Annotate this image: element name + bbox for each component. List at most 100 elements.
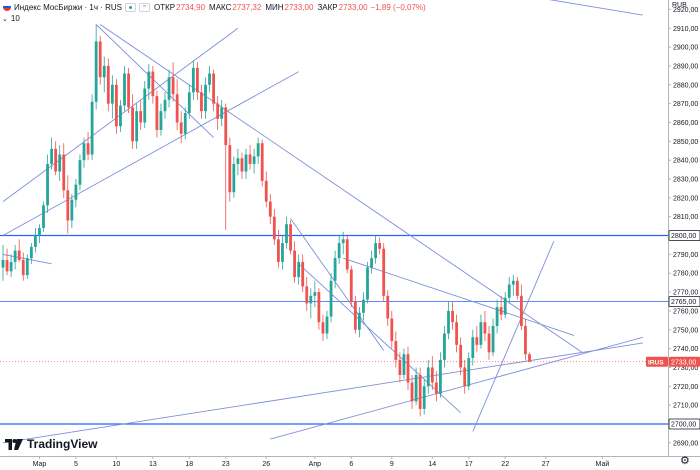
candle-body[interactable] (309, 295, 313, 304)
candle-body[interactable] (94, 41, 98, 102)
candle-body[interactable] (151, 71, 155, 97)
candle-body[interactable] (321, 322, 325, 334)
candle-body[interactable] (313, 292, 317, 296)
candle-body[interactable] (301, 261, 305, 287)
candle-body[interactable] (459, 344, 463, 368)
candle-body[interactable] (345, 239, 349, 270)
candle-body[interactable] (426, 367, 430, 387)
gear-icon[interactable]: ⚙ (680, 455, 690, 467)
trendline[interactable] (343, 257, 575, 336)
candle-body[interactable] (390, 318, 394, 342)
candle-body[interactable] (147, 71, 151, 89)
candle-body[interactable] (378, 243, 382, 249)
candle-body[interactable] (70, 199, 74, 221)
candle-body[interactable] (252, 156, 256, 164)
candle-body[interactable] (451, 310, 454, 323)
tradingview-logo[interactable]: TradingView (5, 437, 97, 451)
candle-body[interactable] (21, 260, 25, 276)
candle-body[interactable] (515, 280, 519, 296)
candle-body[interactable] (495, 307, 499, 326)
candle-body[interactable] (333, 258, 337, 281)
symbol-title[interactable]: Индекс МосБиржи · 1ч · RUS (14, 2, 123, 12)
candle-body[interactable] (386, 295, 390, 319)
candle-body[interactable] (524, 325, 527, 355)
candle-body[interactable] (98, 41, 102, 78)
candle-body[interactable] (511, 280, 515, 285)
candle-body[interactable] (208, 73, 211, 85)
trendline[interactable] (99, 24, 583, 353)
candle-body[interactable] (78, 160, 82, 185)
candle-body[interactable] (362, 299, 365, 313)
trendline[interactable] (290, 218, 385, 351)
candle-body[interactable] (119, 105, 122, 127)
candle-body[interactable] (191, 67, 195, 93)
candle-body[interactable] (66, 190, 70, 221)
candle-body[interactable] (260, 143, 264, 181)
candle-body[interactable] (90, 101, 94, 155)
candle-body[interactable] (196, 67, 199, 93)
candle-body[interactable] (443, 333, 446, 360)
candle-body[interactable] (1, 260, 5, 268)
candle-body[interactable] (382, 248, 386, 296)
candle-body[interactable] (248, 154, 252, 164)
candle-body[interactable] (410, 382, 414, 402)
candle-body[interactable] (293, 250, 296, 277)
candle-body[interactable] (175, 94, 179, 123)
trendline[interactable] (2, 342, 643, 444)
candle-body[interactable] (232, 163, 236, 193)
candle-body[interactable] (349, 269, 353, 302)
candle-body[interactable] (402, 354, 406, 375)
candle-body[interactable] (123, 73, 126, 106)
candle-body[interactable] (285, 224, 288, 244)
candle-body[interactable] (305, 286, 309, 304)
candle-body[interactable] (135, 111, 139, 142)
candle-body[interactable] (479, 322, 483, 345)
candle-body[interactable] (34, 235, 37, 247)
candle-body[interactable] (528, 354, 531, 362)
trendline[interactable] (517, 0, 643, 16)
candle-body[interactable] (5, 260, 9, 272)
candle-body[interactable] (240, 158, 244, 172)
candle-body[interactable] (520, 295, 523, 326)
candle-body[interactable] (487, 333, 491, 353)
candle-body[interactable] (139, 111, 143, 123)
candle-body[interactable] (62, 154, 66, 191)
candle-body[interactable] (374, 243, 377, 259)
candle-body[interactable] (434, 382, 438, 394)
candle-body[interactable] (106, 65, 110, 104)
candle-body[interactable] (277, 239, 280, 262)
candle-body[interactable] (163, 99, 167, 112)
candle-body[interactable] (272, 216, 276, 240)
candle-body[interactable] (455, 322, 458, 345)
indicator-legend[interactable]: ⌄ 10 (2, 14, 20, 23)
candle-body[interactable] (471, 337, 475, 359)
candle-body[interactable] (127, 73, 130, 108)
candle-body[interactable] (46, 163, 49, 206)
candle-body[interactable] (491, 325, 495, 353)
candle-body[interactable] (406, 354, 410, 383)
candle-body[interactable] (422, 386, 426, 409)
candle-body[interactable] (159, 111, 163, 131)
trendline[interactable] (95, 24, 214, 138)
candle-body[interactable] (155, 96, 159, 131)
candle-body[interactable] (224, 107, 228, 146)
candle-body[interactable] (317, 292, 321, 323)
candle-body[interactable] (228, 145, 232, 193)
candle-body[interactable] (447, 310, 450, 334)
candle-body[interactable] (483, 322, 487, 334)
candle-body[interactable] (82, 143, 86, 161)
candle-body[interactable] (289, 224, 292, 251)
candle-body[interactable] (264, 180, 268, 202)
candle-body[interactable] (507, 284, 511, 298)
trendline[interactable] (2, 71, 299, 236)
candle-body[interactable] (74, 184, 78, 200)
currency-label[interactable]: RUB (672, 2, 687, 9)
candle-body[interactable] (370, 258, 373, 268)
candle-body[interactable] (337, 243, 341, 259)
candle-body[interactable] (179, 122, 183, 134)
candle-body[interactable] (439, 359, 442, 394)
candle-body[interactable] (216, 103, 220, 119)
candle-body[interactable] (366, 267, 369, 300)
trendline[interactable] (472, 241, 555, 432)
